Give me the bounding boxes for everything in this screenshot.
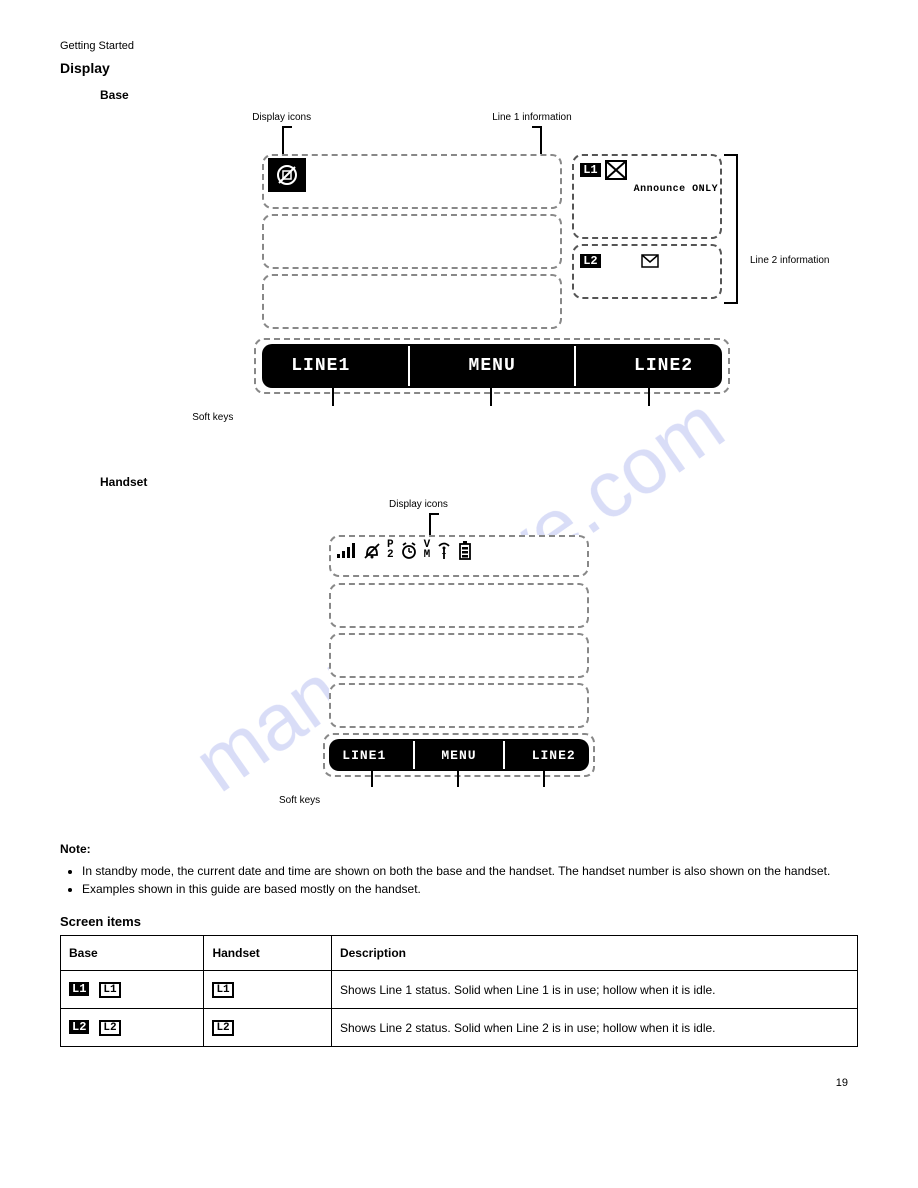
l1-badge: L1 <box>580 163 600 177</box>
l2-icon-handset: L2 <box>212 1020 233 1036</box>
softkey-line2-h[interactable]: LINE2 <box>532 748 576 763</box>
l1-status-block: L1 <box>580 160 626 180</box>
handset-label: Handset <box>100 475 858 489</box>
voicemail-icon: VM <box>424 541 431 561</box>
softkey-line2[interactable]: LINE2 <box>634 356 693 376</box>
callout-display-icons-h: Display icons <box>389 499 448 510</box>
note-item: Examples shown in this guide are based m… <box>82 882 858 896</box>
section-title: Display <box>60 60 858 76</box>
base-lcd-diagram: Display icons Line 1 information L1 <box>192 112 712 452</box>
speaker-off-icon <box>268 158 306 192</box>
row-desc: Shows Line 1 status. Solid when Line 1 i… <box>331 971 857 1009</box>
no-tape-icon <box>605 160 627 180</box>
screen-items-table: Base Handset Description L1 L1 L1 Shows … <box>60 935 858 1047</box>
row-desc: Shows Line 2 status. Solid when Line 2 i… <box>331 1009 857 1047</box>
base-softkey-bar: LINE1 MENU LINE2 <box>262 344 722 388</box>
l1-icon-handset: L1 <box>212 982 233 998</box>
handset-lcd-diagram: Display icons <box>279 499 639 819</box>
callout-soft-keys-h: Soft keys <box>279 795 320 806</box>
battery-icon <box>458 541 472 561</box>
callout-display-icons: Display icons <box>252 112 311 123</box>
softkey-menu[interactable]: MENU <box>469 356 516 376</box>
screen-items-heading: Screen items <box>60 914 858 929</box>
handset-softkey-bar: LINE1 MENU LINE2 <box>329 739 589 771</box>
col-desc: Description <box>331 936 857 971</box>
svg-text:T: T <box>442 552 446 560</box>
l2-status-block: L2 <box>580 252 658 270</box>
callout-soft-keys: Soft keys <box>192 412 233 423</box>
table-header-row: Base Handset Description <box>61 936 858 971</box>
col-handset: Handset <box>204 936 332 971</box>
callout-l2-info: Line 2 information <box>750 255 830 266</box>
antenna-icon: T <box>436 542 452 560</box>
privacy-icon: P2 <box>387 541 394 561</box>
table-row: L2 L2 L2 Shows Line 2 status. Solid when… <box>61 1009 858 1047</box>
softkey-line1-h[interactable]: LINE1 <box>342 748 386 763</box>
softkey-line1[interactable]: LINE1 <box>291 356 350 376</box>
base-label: Base <box>100 88 858 102</box>
col-base: Base <box>61 936 204 971</box>
l1-icon-hollow: L1 <box>99 982 120 998</box>
l1-icon-solid: L1 <box>69 982 89 996</box>
l2-badge: L2 <box>580 254 600 268</box>
note-item: In standby mode, the current date and ti… <box>82 864 858 878</box>
ringer-off-icon <box>363 542 381 560</box>
signal-icon <box>337 542 357 560</box>
l2-icon-hollow: L2 <box>99 1020 120 1036</box>
handset-status-bar: P2 VM <box>337 541 472 561</box>
note-heading: Note: <box>60 842 858 856</box>
notes-list: In standby mode, the current date and ti… <box>60 864 858 896</box>
callout-l1-info: Line 1 information <box>492 112 572 123</box>
page-number: 19 <box>60 1077 858 1089</box>
page-header: Getting Started <box>60 40 858 52</box>
announce-only-text: Announce ONLY <box>578 184 718 195</box>
softkey-menu-h[interactable]: MENU <box>441 748 476 763</box>
envelope-icon <box>641 252 659 270</box>
alarm-icon <box>400 542 418 560</box>
l2-icon-solid: L2 <box>69 1020 89 1034</box>
table-row: L1 L1 L1 Shows Line 1 status. Solid when… <box>61 971 858 1009</box>
